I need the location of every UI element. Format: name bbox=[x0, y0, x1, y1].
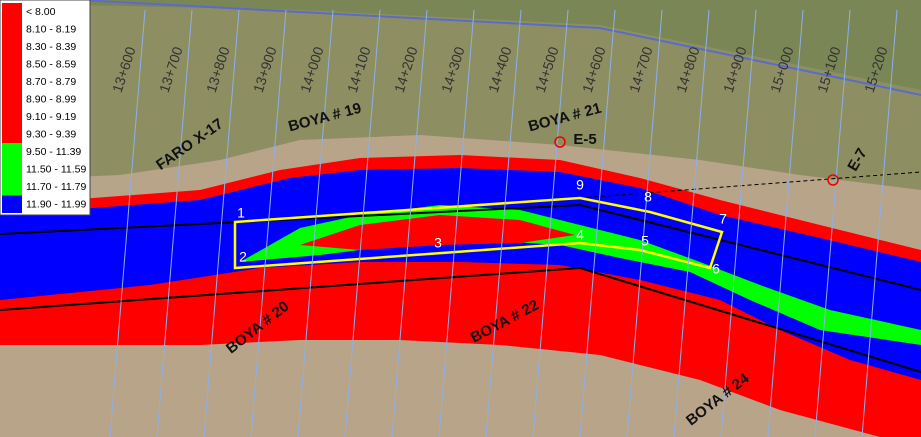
survey-line bbox=[438, 9, 475, 437]
marker-label: E-5 bbox=[573, 131, 596, 148]
red-shoal bbox=[300, 215, 575, 250]
legend-label: 9.50 - 11.39 bbox=[26, 146, 81, 158]
marker-symbol bbox=[554, 136, 566, 148]
survey-line bbox=[109, 9, 146, 437]
point-label: 5 bbox=[641, 233, 649, 249]
legend-swatch bbox=[2, 160, 22, 178]
survey-line bbox=[579, 9, 616, 437]
vegetation bbox=[80, 0, 921, 90]
legend-swatch bbox=[2, 143, 22, 161]
survey-line bbox=[861, 9, 898, 437]
point-label: 2 bbox=[239, 249, 247, 265]
legend-label: 11.50 - 11.59 bbox=[26, 163, 86, 175]
survey-lines bbox=[109, 9, 898, 437]
survey-line bbox=[391, 9, 428, 437]
legend-label: 8.90 - 8.99 bbox=[26, 93, 76, 105]
survey-line bbox=[485, 9, 522, 437]
legend-swatch bbox=[2, 20, 22, 38]
legend-label: 9.10 - 9.19 bbox=[26, 111, 76, 123]
point-label: 6 bbox=[712, 261, 720, 277]
dashed-line bbox=[579, 171, 921, 199]
point-label: 9 bbox=[576, 177, 584, 193]
legend: < 8.00 8.10 - 8.19 8.30 - 8.39 8.50 - 8.59 8… bbox=[0, 0, 91, 216]
study-polygon bbox=[233, 196, 724, 270]
survey-line bbox=[297, 9, 334, 437]
legend-swatch bbox=[2, 195, 22, 213]
survey-line bbox=[626, 9, 663, 437]
survey-line bbox=[156, 9, 193, 437]
survey-line bbox=[344, 9, 381, 437]
survey-line bbox=[250, 9, 287, 437]
legend-label: < 8.00 bbox=[26, 6, 56, 18]
legend-label: 8.50 - 8.59 bbox=[26, 58, 76, 70]
legend-label: 8.10 - 8.19 bbox=[26, 23, 76, 35]
legend-label: 8.30 - 8.39 bbox=[26, 41, 76, 53]
point-label: 8 bbox=[644, 189, 652, 205]
legend-swatch bbox=[2, 73, 22, 91]
legend-swatch bbox=[2, 178, 22, 196]
legend-label: 8.70 - 8.79 bbox=[26, 76, 76, 88]
point-label: 3 bbox=[434, 235, 442, 251]
marker-symbol bbox=[827, 174, 839, 186]
point-label: 7 bbox=[719, 211, 727, 227]
survey-line bbox=[767, 9, 804, 437]
legend-label: 9.30 - 9.39 bbox=[26, 128, 76, 140]
point-label: 1 bbox=[237, 205, 245, 221]
legend-swatch bbox=[2, 3, 22, 21]
survey-line bbox=[720, 9, 757, 437]
legend-label: 11.90 - 11.99 bbox=[26, 198, 86, 210]
blue-zone bbox=[0, 168, 921, 380]
point-label: 4 bbox=[576, 227, 584, 243]
road bbox=[79, 0, 921, 96]
survey-line bbox=[814, 9, 851, 437]
legend-swatch bbox=[2, 55, 22, 73]
legend-swatch bbox=[2, 90, 22, 108]
legend-swatch bbox=[2, 38, 22, 56]
survey-line bbox=[673, 9, 710, 437]
survey-line bbox=[203, 9, 240, 437]
axis-line bbox=[0, 203, 921, 291]
legend-swatch bbox=[2, 108, 22, 126]
legend-label: 11.70 - 11.79 bbox=[26, 181, 86, 193]
axis-line bbox=[0, 266, 921, 373]
legend-swatch bbox=[2, 125, 22, 143]
survey-line bbox=[532, 9, 569, 437]
